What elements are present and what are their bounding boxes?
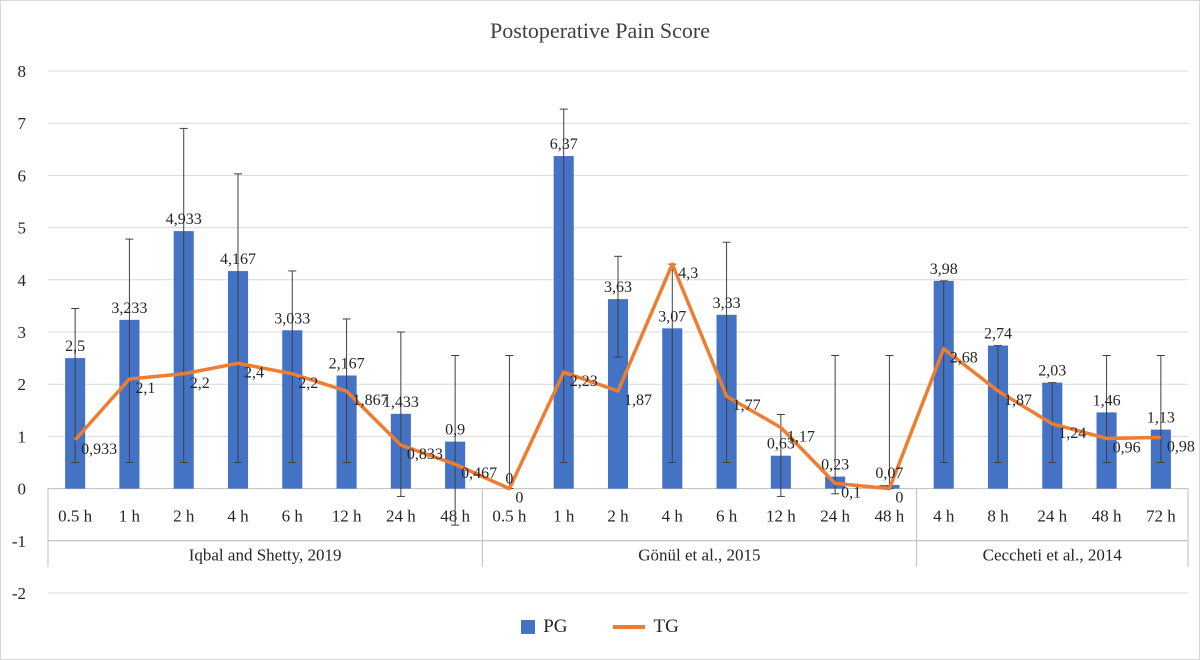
y-tick-label: 0 bbox=[18, 480, 27, 499]
chart-title: Postoperative Pain Score bbox=[490, 18, 710, 43]
data-label-tg: 0,467 bbox=[461, 465, 497, 482]
x-tick-label: 0.5 h bbox=[58, 506, 93, 525]
y-tick-label: 8 bbox=[18, 62, 27, 81]
group-label: Ceccheti et al., 2014 bbox=[983, 545, 1123, 564]
x-tick-label: 72 h bbox=[1146, 506, 1176, 525]
data-label-tg: 1,87 bbox=[624, 392, 652, 409]
data-label-tg: 2,2 bbox=[190, 375, 210, 392]
data-label-pg: 3,63 bbox=[604, 279, 632, 296]
data-label-pg: 0 bbox=[505, 470, 513, 487]
data-label-pg: 3,07 bbox=[658, 308, 686, 325]
data-label-pg: 2,03 bbox=[1038, 363, 1066, 380]
x-tick-label: 12 h bbox=[332, 506, 362, 525]
x-tick-label: 24 h bbox=[820, 506, 850, 525]
data-label-pg: 0,63 bbox=[767, 436, 795, 453]
x-tick-label: 2 h bbox=[173, 506, 195, 525]
data-label-tg: 1,17 bbox=[787, 429, 815, 446]
data-label-tg: 4,3 bbox=[678, 265, 698, 282]
legend-swatch-pg bbox=[521, 620, 536, 634]
legend-swatch-tg bbox=[613, 625, 646, 629]
data-label-tg: 0,833 bbox=[407, 446, 443, 463]
data-label-tg: 0,933 bbox=[81, 441, 117, 458]
data-label-pg: 4,167 bbox=[220, 251, 256, 268]
y-tick-label: 5 bbox=[18, 219, 27, 238]
data-label-pg: 1,13 bbox=[1147, 410, 1175, 427]
x-tick-label: 6 h bbox=[716, 506, 738, 525]
x-tick-label: 1 h bbox=[119, 506, 141, 525]
data-label-pg: 3,98 bbox=[930, 261, 958, 278]
x-tick-label: 12 h bbox=[766, 506, 796, 525]
data-label-tg: 2,2 bbox=[298, 375, 318, 392]
legend-label-tg: TG bbox=[653, 616, 679, 637]
data-label-pg: 6,37 bbox=[550, 136, 578, 153]
data-label-tg: 2,1 bbox=[135, 380, 155, 397]
data-label-pg: 2,5 bbox=[65, 338, 85, 355]
data-label-pg: 2,74 bbox=[984, 326, 1012, 343]
x-tick-label: 1 h bbox=[553, 506, 575, 525]
data-label-pg: 1,433 bbox=[383, 394, 419, 411]
data-label-pg: 0,07 bbox=[875, 465, 903, 482]
y-tick-label: 7 bbox=[18, 114, 27, 133]
data-label-pg: 1,46 bbox=[1093, 392, 1121, 409]
data-label-tg: 0 bbox=[895, 490, 903, 507]
data-label-pg: 3,33 bbox=[713, 295, 741, 312]
data-label-pg: 2,167 bbox=[329, 355, 365, 372]
data-label-tg: 0,98 bbox=[1167, 438, 1195, 455]
x-tick-label: 48 h bbox=[875, 506, 905, 525]
data-label-pg: 0,23 bbox=[821, 457, 849, 474]
y-tick-label: 1 bbox=[18, 427, 27, 446]
data-label-pg: 4,933 bbox=[166, 211, 202, 228]
data-label-tg: 1,77 bbox=[733, 397, 761, 414]
data-label-pg: 3,033 bbox=[274, 310, 310, 327]
data-label-tg: 1,24 bbox=[1058, 425, 1086, 442]
data-label-tg: 0 bbox=[515, 490, 523, 507]
x-tick-label: 4 h bbox=[933, 506, 955, 525]
x-tick-label: 48 h bbox=[1092, 506, 1122, 525]
data-label-tg: 1,87 bbox=[1004, 392, 1032, 409]
x-tick-label: 4 h bbox=[227, 506, 249, 525]
y-tick-label: 6 bbox=[18, 166, 27, 185]
x-tick-label: 8 h bbox=[987, 506, 1009, 525]
chart-legend: PG TG bbox=[0, 616, 1200, 638]
y-tick-label: 2 bbox=[18, 375, 27, 394]
y-tick-label: -2 bbox=[12, 584, 26, 603]
x-tick-label: 24 h bbox=[386, 506, 416, 525]
data-label-pg: 0,9 bbox=[445, 422, 465, 439]
x-tick-label: 2 h bbox=[607, 506, 629, 525]
data-label-tg: 2,4 bbox=[244, 364, 264, 381]
group-label: Iqbal and Shetty, 2019 bbox=[189, 545, 342, 564]
series-line-tg bbox=[73, 262, 1161, 491]
data-label-tg: 2,23 bbox=[570, 373, 598, 390]
y-tick-label: 4 bbox=[18, 271, 27, 290]
data-label-tg: 2,68 bbox=[950, 350, 978, 367]
x-tick-label: 0.5 h bbox=[492, 506, 527, 525]
x-tick-label: 4 h bbox=[662, 506, 684, 525]
data-label-tg: 0,96 bbox=[1113, 439, 1141, 456]
x-tick-label: 6 h bbox=[282, 506, 304, 525]
legend-item-pg: PG bbox=[521, 616, 567, 638]
legend-item-tg: TG bbox=[613, 616, 679, 638]
data-label-pg: 3,233 bbox=[111, 300, 147, 317]
legend-label-pg: PG bbox=[543, 616, 568, 637]
data-label-tg: 0,1 bbox=[841, 484, 861, 501]
group-label: Gönül et al., 2015 bbox=[638, 545, 760, 564]
y-tick-label: -1 bbox=[12, 532, 26, 551]
data-label-tg: 1,867 bbox=[353, 392, 389, 409]
y-tick-label: 3 bbox=[18, 323, 27, 342]
bar-pg bbox=[607, 299, 629, 489]
x-tick-label: 24 h bbox=[1037, 506, 1067, 525]
